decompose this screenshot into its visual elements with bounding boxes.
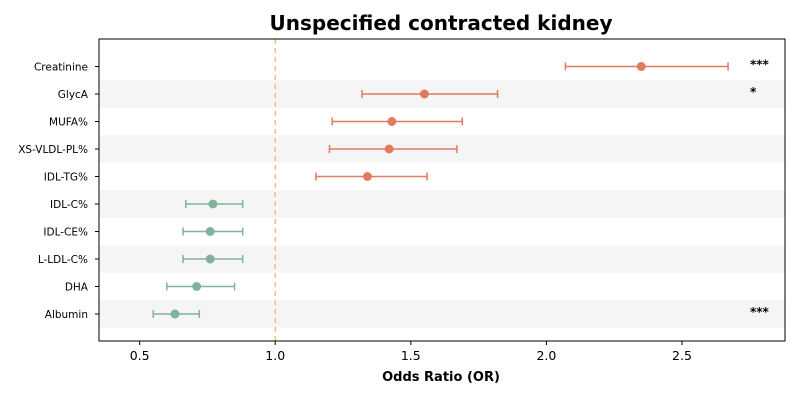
x-tick-label: 2.0 [536, 348, 556, 363]
chart-title: Unspecified contracted kidney [270, 11, 613, 35]
odds-ratio-point [208, 199, 218, 209]
y-tick-label: L-LDL-C% [38, 254, 88, 266]
significance-marker: *** [750, 58, 770, 72]
data-row: *** [564, 58, 770, 72]
y-tick-label: XS-VLDL-PL% [18, 144, 88, 156]
x-tick-label: 0.5 [130, 348, 150, 363]
y-tick-label: IDL-C% [50, 199, 88, 211]
odds-ratio-point [192, 282, 202, 291]
odds-ratio-point [636, 62, 646, 71]
x-tick-label: 1.5 [401, 348, 421, 363]
row-band [99, 300, 785, 328]
odds-ratio-point [384, 144, 394, 154]
x-axis-label: Odds Ratio (OR) [382, 370, 500, 385]
odds-ratio-point [362, 172, 372, 181]
odds-ratio-point [419, 89, 429, 99]
data-row: *** [152, 305, 770, 319]
data-row [315, 172, 428, 181]
significance-marker: * [750, 85, 757, 99]
odds-ratio-point [205, 254, 215, 264]
data-row: * [361, 85, 757, 99]
odds-ratio-point [387, 117, 397, 126]
significance-marker: *** [750, 305, 770, 319]
data-row [185, 199, 244, 209]
data-rows: ******* [152, 58, 770, 319]
plot-frame [98, 38, 786, 342]
x-axis: 0.5 1.0 1.5 2.0 2.5 [130, 341, 692, 363]
data-row [331, 117, 464, 126]
data-row [166, 282, 236, 291]
data-row [182, 254, 244, 264]
y-tick-label: Creatinine [34, 62, 88, 74]
y-tick-label: Albumin [45, 309, 88, 321]
y-tick-label: DHA [65, 282, 89, 294]
data-row [328, 144, 458, 154]
data-row [182, 227, 244, 236]
y-tick-label: IDL-CE% [43, 227, 88, 239]
y-tick-label: IDL-TG% [44, 172, 88, 184]
x-tick-label: 2.5 [672, 348, 692, 363]
y-axis: Creatinine GlycA MUFA% XS-VLDL-PL% IDL-TG% ID… [18, 62, 99, 321]
y-tick-label: GlycA [58, 89, 89, 101]
odds-ratio-point [170, 309, 180, 319]
y-tick-label: MUFA% [49, 117, 88, 129]
x-tick-label: 1.0 [265, 348, 285, 363]
odds-ratio-point [205, 227, 215, 236]
